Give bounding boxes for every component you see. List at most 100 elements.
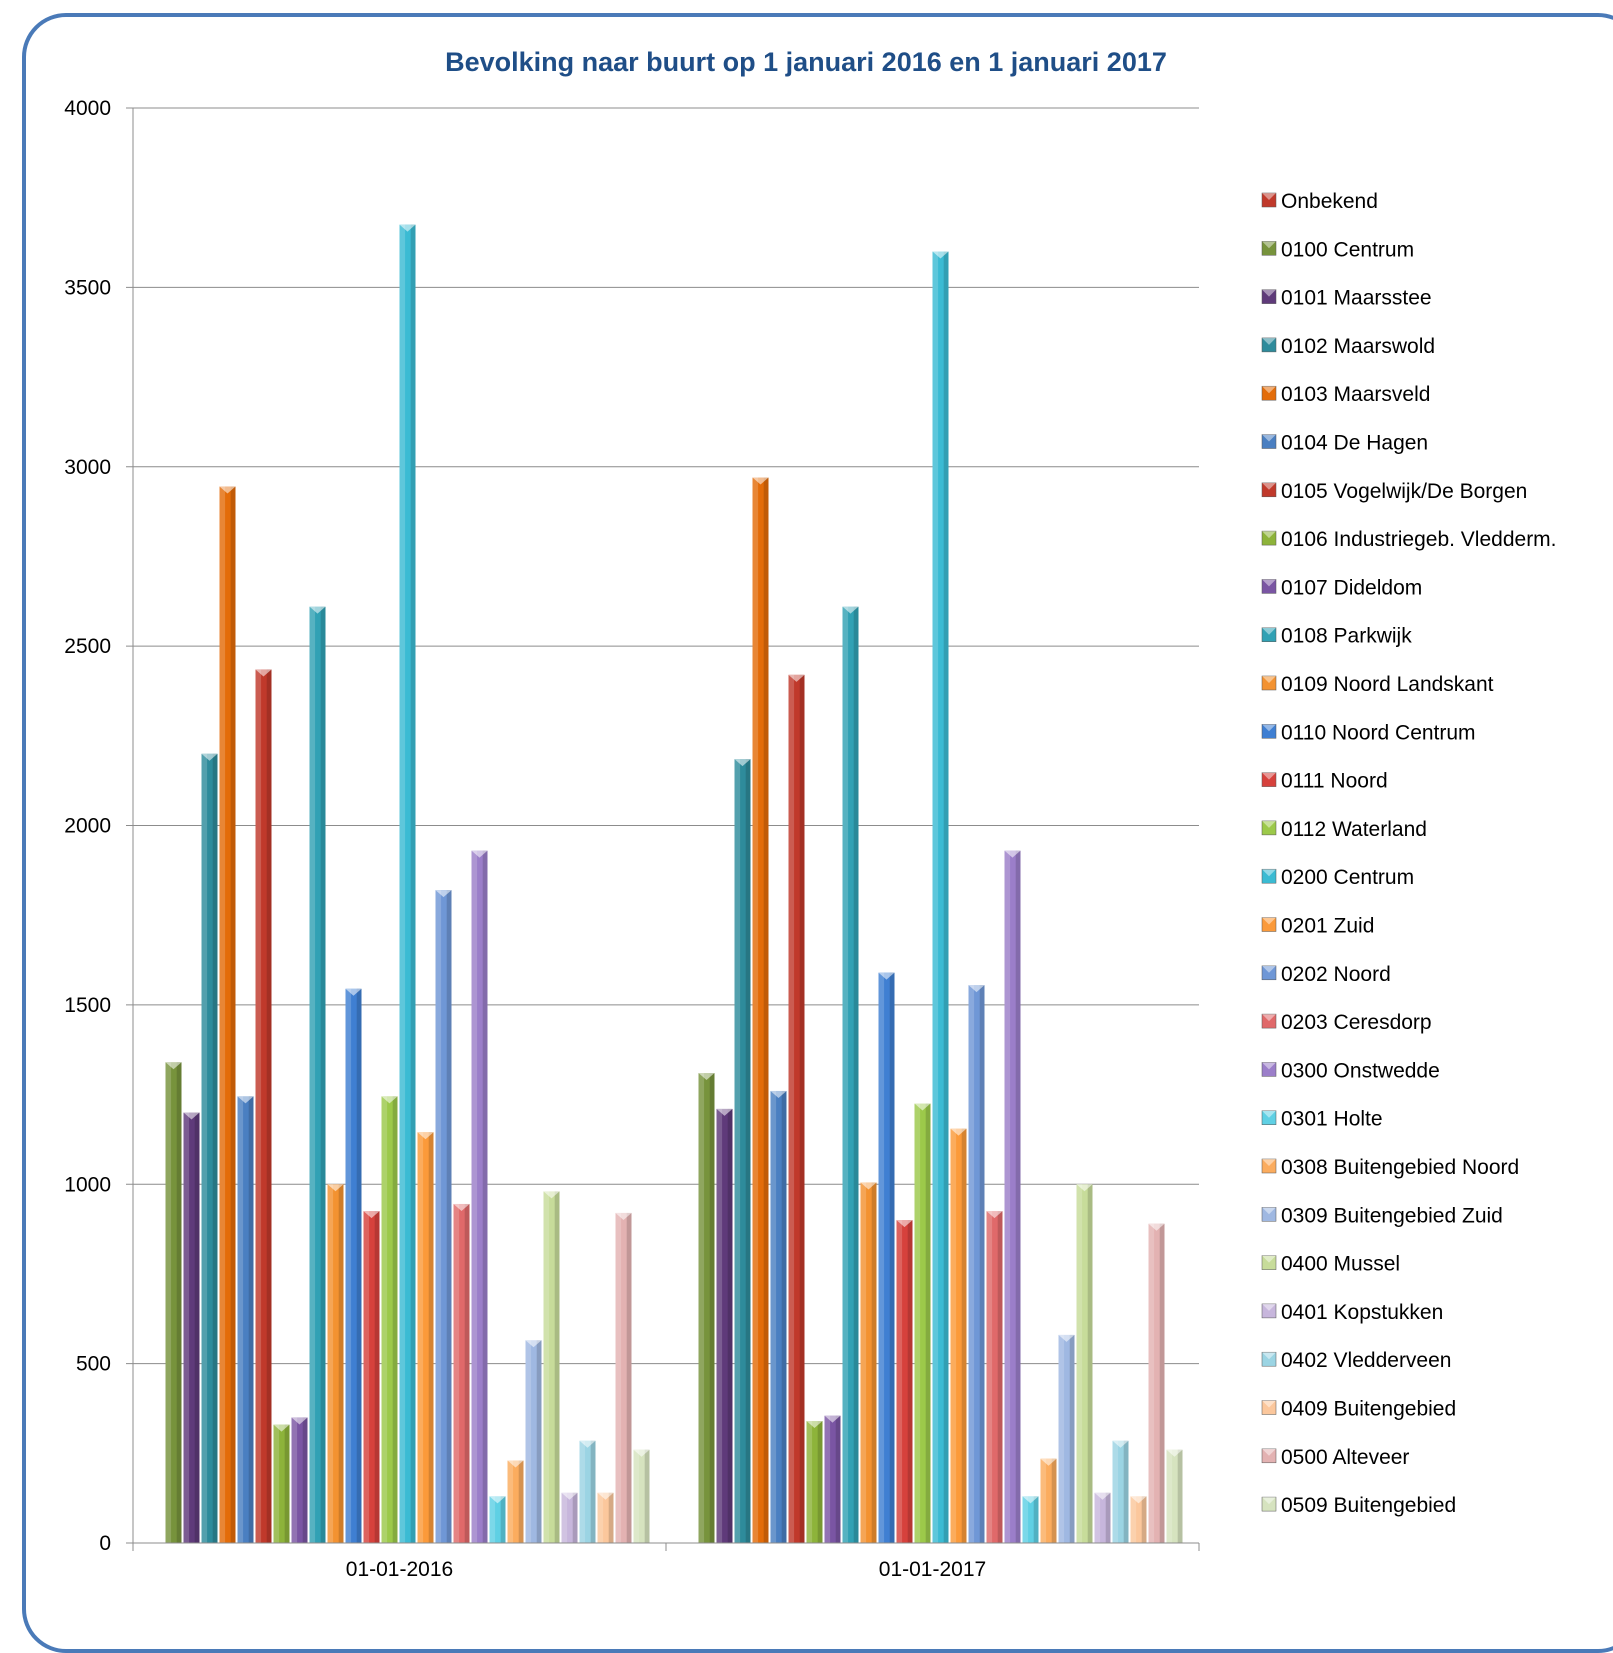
bar-body	[255, 669, 272, 1543]
bar-cap	[896, 1220, 913, 1228]
bar-body	[399, 224, 416, 1543]
bar-cap	[752, 477, 769, 485]
bar	[752, 477, 769, 1544]
bar	[1040, 1458, 1057, 1543]
y-tick-label: 2500	[64, 635, 111, 658]
bar-highlight	[507, 1460, 514, 1543]
bar-cap	[1040, 1458, 1057, 1466]
bar	[435, 890, 452, 1543]
bar-cap	[273, 1424, 290, 1432]
legend-swatch	[1261, 289, 1277, 304]
legend-swatch	[1261, 579, 1277, 594]
legend-item: 0300 Onstwedde	[1261, 1059, 1440, 1082]
legend-item: 0111 Noord	[1261, 770, 1388, 793]
legend-swatch-cap	[1262, 434, 1276, 442]
legend-swatch	[1261, 530, 1277, 546]
bar-body	[237, 1096, 254, 1543]
bar-cap	[950, 1128, 967, 1136]
legend-item: 0103 Maarsveld	[1261, 383, 1430, 406]
bar	[1094, 1492, 1111, 1543]
bar-body	[363, 1211, 380, 1543]
bar-shade	[446, 890, 452, 1543]
bar-shade	[1105, 1492, 1111, 1543]
bar-highlight	[291, 1417, 298, 1543]
legend-label: Onbekend	[1281, 190, 1378, 213]
legend-swatch	[1261, 482, 1277, 498]
legend-label: 0111 Noord	[1281, 770, 1388, 793]
bar-shade	[907, 1220, 913, 1543]
bar	[932, 251, 949, 1543]
bar-cap	[453, 1203, 470, 1211]
legend-label: 0500 Alteveer	[1281, 1446, 1409, 1469]
bar-cap	[788, 674, 805, 682]
legend-label: 0308 Buitengebied Noord	[1281, 1156, 1519, 1179]
legend-swatch-cap	[1262, 1207, 1276, 1215]
bar-highlight	[1076, 1184, 1083, 1543]
legend-swatch	[1261, 1448, 1277, 1464]
legend-swatch-cap	[1262, 676, 1276, 683]
bar	[345, 988, 362, 1543]
x-axis: 01-01-2016 01-01-2017	[132, 1542, 1200, 1581]
bar-body	[507, 1460, 524, 1543]
bar-shade	[356, 988, 362, 1543]
legend-label: 0200 Centrum	[1281, 866, 1414, 889]
bar-body	[860, 1182, 877, 1543]
legend-label: 0101 Maarsstee	[1281, 287, 1432, 310]
bar	[561, 1492, 578, 1543]
bar-cap	[543, 1191, 560, 1199]
bar	[579, 1440, 596, 1543]
bar-highlight	[914, 1103, 921, 1543]
legend-item: 0200 Centrum	[1261, 866, 1414, 889]
bar	[525, 1340, 542, 1543]
bar-shade	[626, 1212, 632, 1543]
bar-cap	[1022, 1496, 1039, 1504]
bar	[255, 669, 272, 1543]
bar-shade	[853, 606, 859, 1543]
bar	[986, 1211, 1003, 1543]
bar-shade	[745, 759, 751, 1543]
bar-shade	[1051, 1458, 1057, 1543]
bar-highlight	[489, 1496, 496, 1543]
bar-chart: Bevolking naar buurt op 1 januari 2016 e…	[64, 47, 1557, 1581]
legend-item: 0203 Ceresdorp	[1261, 1011, 1432, 1034]
bar-body	[201, 753, 218, 1543]
bar-body	[327, 1184, 344, 1543]
bar-body	[345, 988, 362, 1543]
bar	[1076, 1184, 1093, 1543]
bar	[615, 1212, 632, 1543]
bar-cap	[806, 1421, 823, 1429]
bar-highlight	[399, 224, 406, 1543]
bar	[716, 1108, 733, 1543]
bar-cap	[183, 1112, 200, 1120]
bar-body	[1076, 1184, 1093, 1543]
bar-body	[968, 985, 985, 1543]
bar-body	[1112, 1440, 1129, 1543]
legend-swatch-cap	[1262, 1448, 1276, 1456]
legend-item: Onbekend	[1261, 190, 1378, 213]
bar	[597, 1492, 614, 1543]
legend-item: 0409 Buitengebied	[1261, 1398, 1456, 1421]
bar-highlight	[543, 1191, 550, 1543]
bar-shade	[536, 1340, 542, 1543]
bar-highlight	[453, 1203, 460, 1543]
bar-body	[1040, 1458, 1057, 1543]
legend-item: 0106 Industriegeb. Vledderm.	[1261, 528, 1557, 551]
bar-shade	[997, 1211, 1003, 1543]
bar-body	[1166, 1449, 1183, 1543]
bar-body	[878, 972, 895, 1543]
bar-body	[165, 1062, 182, 1543]
bar-cap	[615, 1212, 632, 1220]
bar-highlight	[824, 1415, 831, 1543]
legend-swatch-cap	[1262, 772, 1276, 780]
bar	[453, 1203, 470, 1543]
bar-body	[615, 1212, 632, 1543]
legend-swatch	[1261, 1013, 1277, 1029]
bar-highlight	[932, 251, 939, 1543]
bar-highlight	[752, 477, 759, 1544]
legend-swatch	[1261, 1158, 1277, 1174]
bar-shade	[248, 1096, 254, 1543]
bar-shade	[212, 753, 218, 1543]
legend-swatch	[1261, 241, 1277, 256]
bar-highlight	[1148, 1223, 1155, 1543]
bar-cap	[255, 669, 272, 677]
